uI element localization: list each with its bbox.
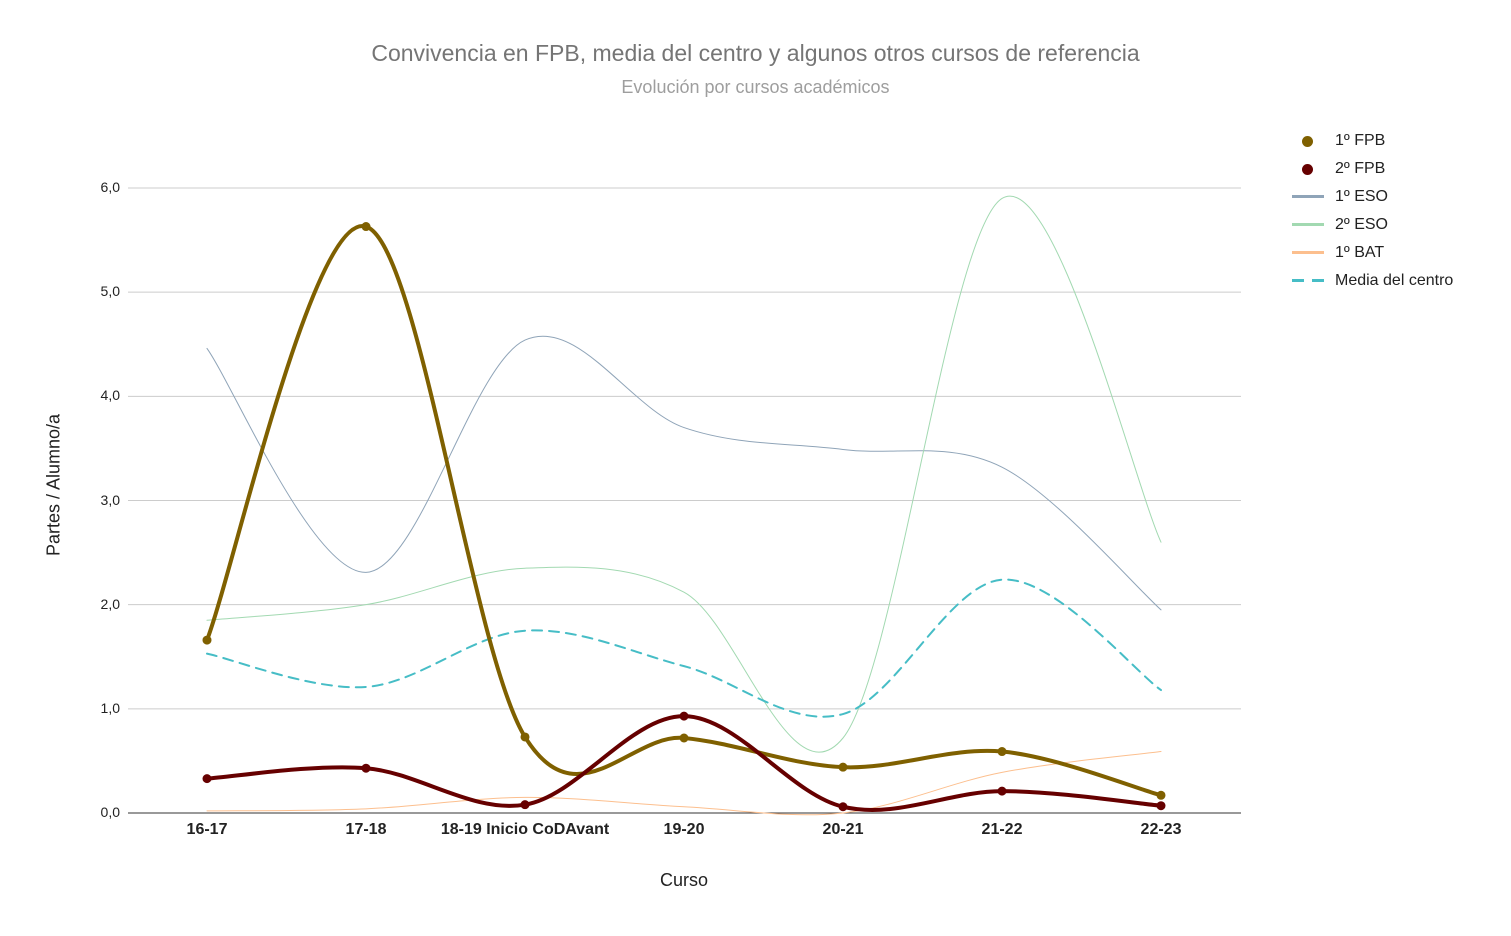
x-tick: 21-22 [981, 821, 1023, 838]
y-tick: 5,0 [100, 283, 120, 300]
y-tick: 0,0 [100, 804, 120, 820]
data-point-marker [202, 635, 212, 645]
data-point-marker [838, 762, 848, 772]
series-line-1-fpb [205, 224, 1163, 798]
data-point-marker [1156, 801, 1166, 811]
x-tick: 19-20 [663, 821, 705, 838]
data-point-marker [361, 222, 371, 232]
legend-item-2eso[interactable]: 2º ESO [1290, 211, 1453, 239]
series-line-2-eso [206, 195, 1162, 753]
legend-line-icon [1290, 215, 1324, 235]
data-point-marker [520, 800, 530, 810]
legend-label: 2º ESO [1335, 216, 1388, 233]
legend-item-1bat[interactable]: 1º BAT [1290, 239, 1453, 267]
chart-title: Convivencia en FPB, media del centro y a… [371, 40, 1140, 66]
series-line-media-del-centro [206, 578, 1162, 718]
y-tick: 1,0 [100, 699, 120, 716]
legend-item-1eso[interactable]: 1º ESO [1290, 183, 1453, 211]
legend-label: 1º FPB [1335, 132, 1386, 149]
legend-label: 2º FPB [1335, 160, 1386, 177]
legend-label: 1º BAT [1335, 244, 1385, 261]
data-point-marker [997, 747, 1007, 757]
series-line-1-bat [206, 751, 1162, 816]
legend: 1º FPB 2º FPB 1º ESO 2º ESO 1º BAT Media… [1290, 127, 1453, 295]
data-point-marker [838, 802, 848, 812]
x-axis-label: Curso [659, 870, 709, 890]
x-tick: 22-23 [1140, 821, 1182, 838]
x-tick: 16-17 [186, 821, 228, 838]
legend-item-2fpb[interactable]: 2º FPB [1290, 155, 1453, 183]
legend-dash-icon [1290, 271, 1324, 291]
legend-dot-icon [1290, 131, 1324, 151]
data-point-marker [1156, 790, 1166, 800]
legend-line-icon [1290, 187, 1324, 207]
legend-item-media[interactable]: Media del centro [1290, 267, 1453, 295]
x-tick: 18-19 Inicio CoDAvant [440, 821, 610, 838]
x-tick: 17-18 [345, 821, 387, 838]
chart-subtitle: Evolución por cursos académicos [621, 77, 890, 97]
legend-item-1fpb[interactable]: 1º FPB [1290, 127, 1453, 155]
y-axis-label: Partes / Alumno/a [43, 413, 64, 557]
data-point-marker [361, 763, 371, 773]
legend-dot-icon [1290, 159, 1324, 179]
x-tick: 20-21 [822, 821, 864, 838]
series-line-1-eso [206, 335, 1162, 611]
legend-label: Media del centro [1335, 272, 1454, 289]
legend-line-icon [1290, 243, 1324, 263]
series-line-2-fpb [205, 714, 1163, 812]
legend-label: 1º ESO [1335, 188, 1388, 205]
y-tick: 2,0 [100, 595, 120, 612]
y-tick: 3,0 [100, 491, 120, 508]
y-tick: 4,0 [100, 387, 120, 404]
data-point-marker [679, 711, 689, 721]
data-point-marker [202, 774, 212, 784]
y-tick: 6,0 [100, 179, 120, 195]
data-point-marker [679, 733, 689, 743]
data-point-marker [520, 732, 530, 742]
data-point-marker [997, 786, 1007, 796]
